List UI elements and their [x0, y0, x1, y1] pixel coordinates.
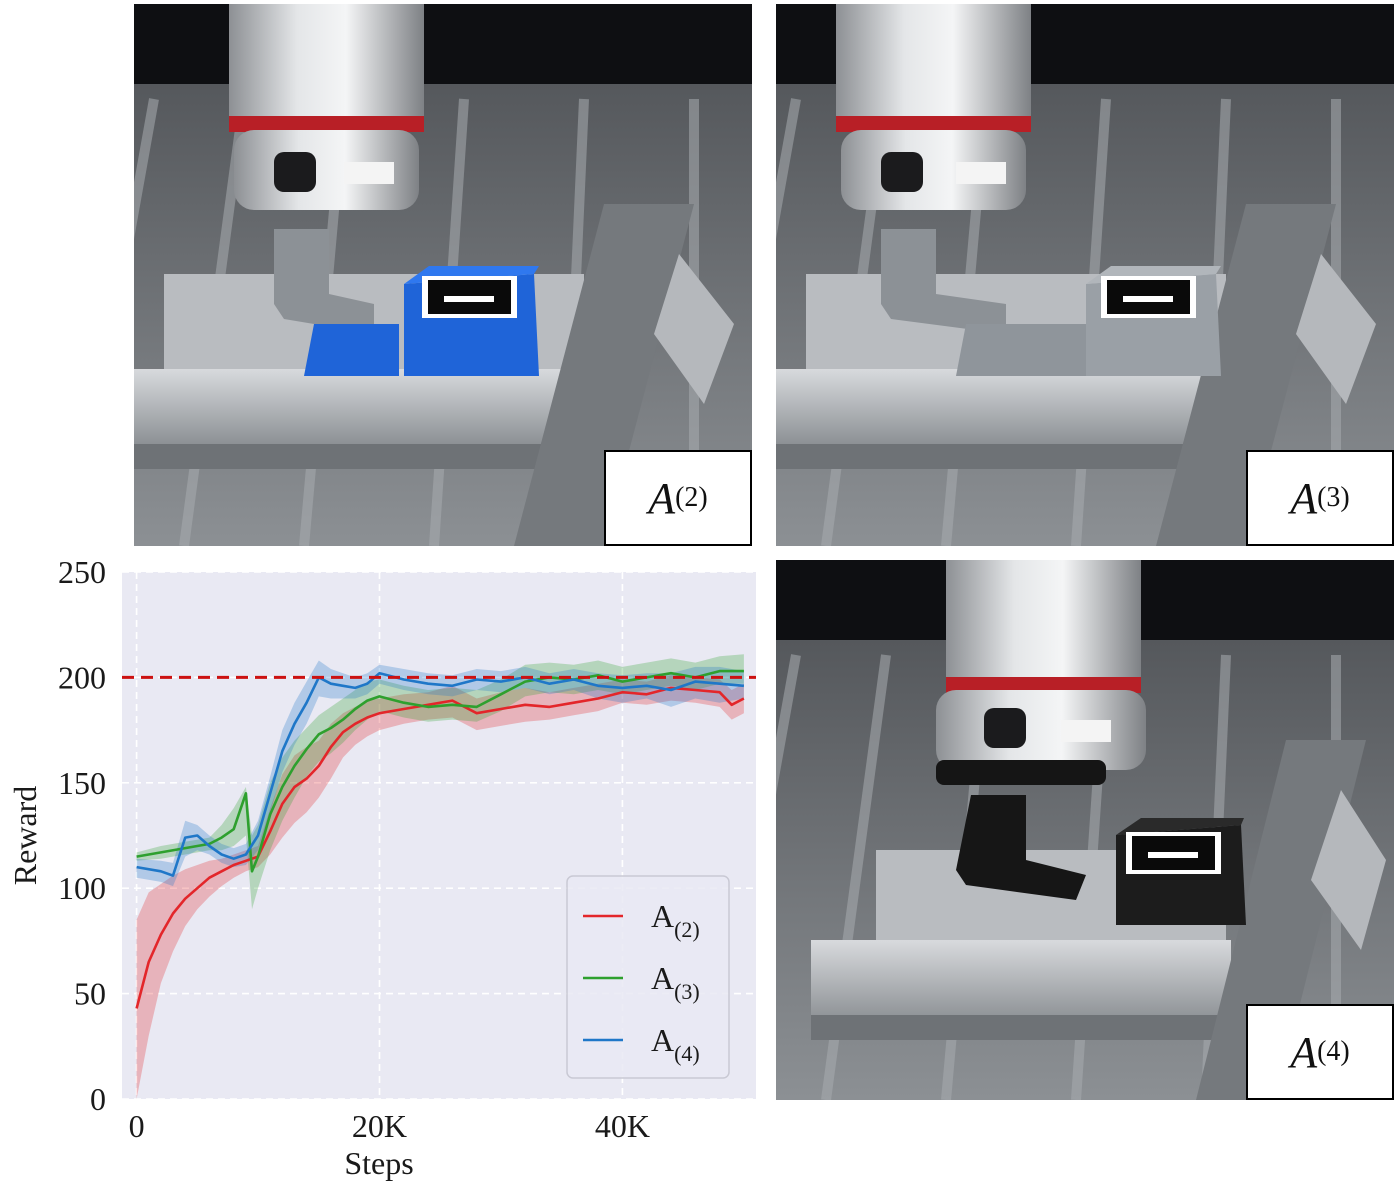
panel-label-main: A	[1290, 473, 1318, 523]
series-lines	[135, 669, 745, 1009]
legend: A(2) A(3) A(4)	[566, 875, 730, 1079]
y-tick-label: 150	[58, 765, 106, 801]
reward-chart: 0 50 100 150 200 250 0 20K 40K Steps Reward A(2)…	[7, 556, 756, 1181]
target-object-a4	[956, 795, 1246, 925]
panel-label-main: A	[1290, 1027, 1318, 1077]
series-line-a4	[136, 671, 745, 877]
y-axis-label: Reward	[7, 786, 43, 886]
photo-panel-a4: A (4)	[776, 560, 1394, 1100]
x-tick-label: 0	[129, 1108, 145, 1144]
series-line-a2	[135, 686, 745, 1009]
series-line-a3	[136, 669, 744, 873]
photo-panel-a2: A (2)	[134, 4, 752, 546]
y-tick-label: 100	[58, 870, 106, 906]
x-tick-label: 20K	[352, 1108, 407, 1144]
y-tick-label: 200	[58, 659, 106, 695]
robot-scene-a3	[776, 4, 1394, 546]
panel-label-a4: A (4)	[1246, 1004, 1394, 1100]
panel-label-main: A	[648, 473, 676, 523]
tick-labels: 0 50 100 150 200 250 0 20K 40K	[58, 556, 650, 1144]
y-tick-label: 0	[90, 1081, 106, 1117]
legend-box	[566, 875, 730, 1079]
band-a4	[136, 660, 744, 887]
x-tick-label: 40K	[595, 1108, 650, 1144]
x-axis-label: Steps	[344, 1145, 413, 1181]
panel-label-sub: (2)	[675, 482, 708, 513]
y-tick-label: 50	[74, 976, 106, 1012]
legend-label-a2: A(2)	[651, 898, 700, 942]
panel-label-sub: (4)	[1317, 1036, 1350, 1067]
legend-label-a4: A(4)	[651, 1022, 700, 1066]
legend-label-a3: A(3)	[651, 960, 700, 1004]
photo-panel-a3: A (3)	[776, 4, 1394, 546]
band-a2	[136, 675, 744, 1099]
robot-scene-a4	[776, 560, 1394, 1100]
y-tick-label: 250	[58, 556, 106, 590]
target-object-a3	[956, 266, 1221, 376]
panel-label-sub: (3)	[1317, 482, 1350, 513]
panel-label-a3: A (3)	[1246, 450, 1394, 546]
panel-label-a2: A (2)	[604, 450, 752, 546]
target-object-a2	[304, 266, 539, 376]
